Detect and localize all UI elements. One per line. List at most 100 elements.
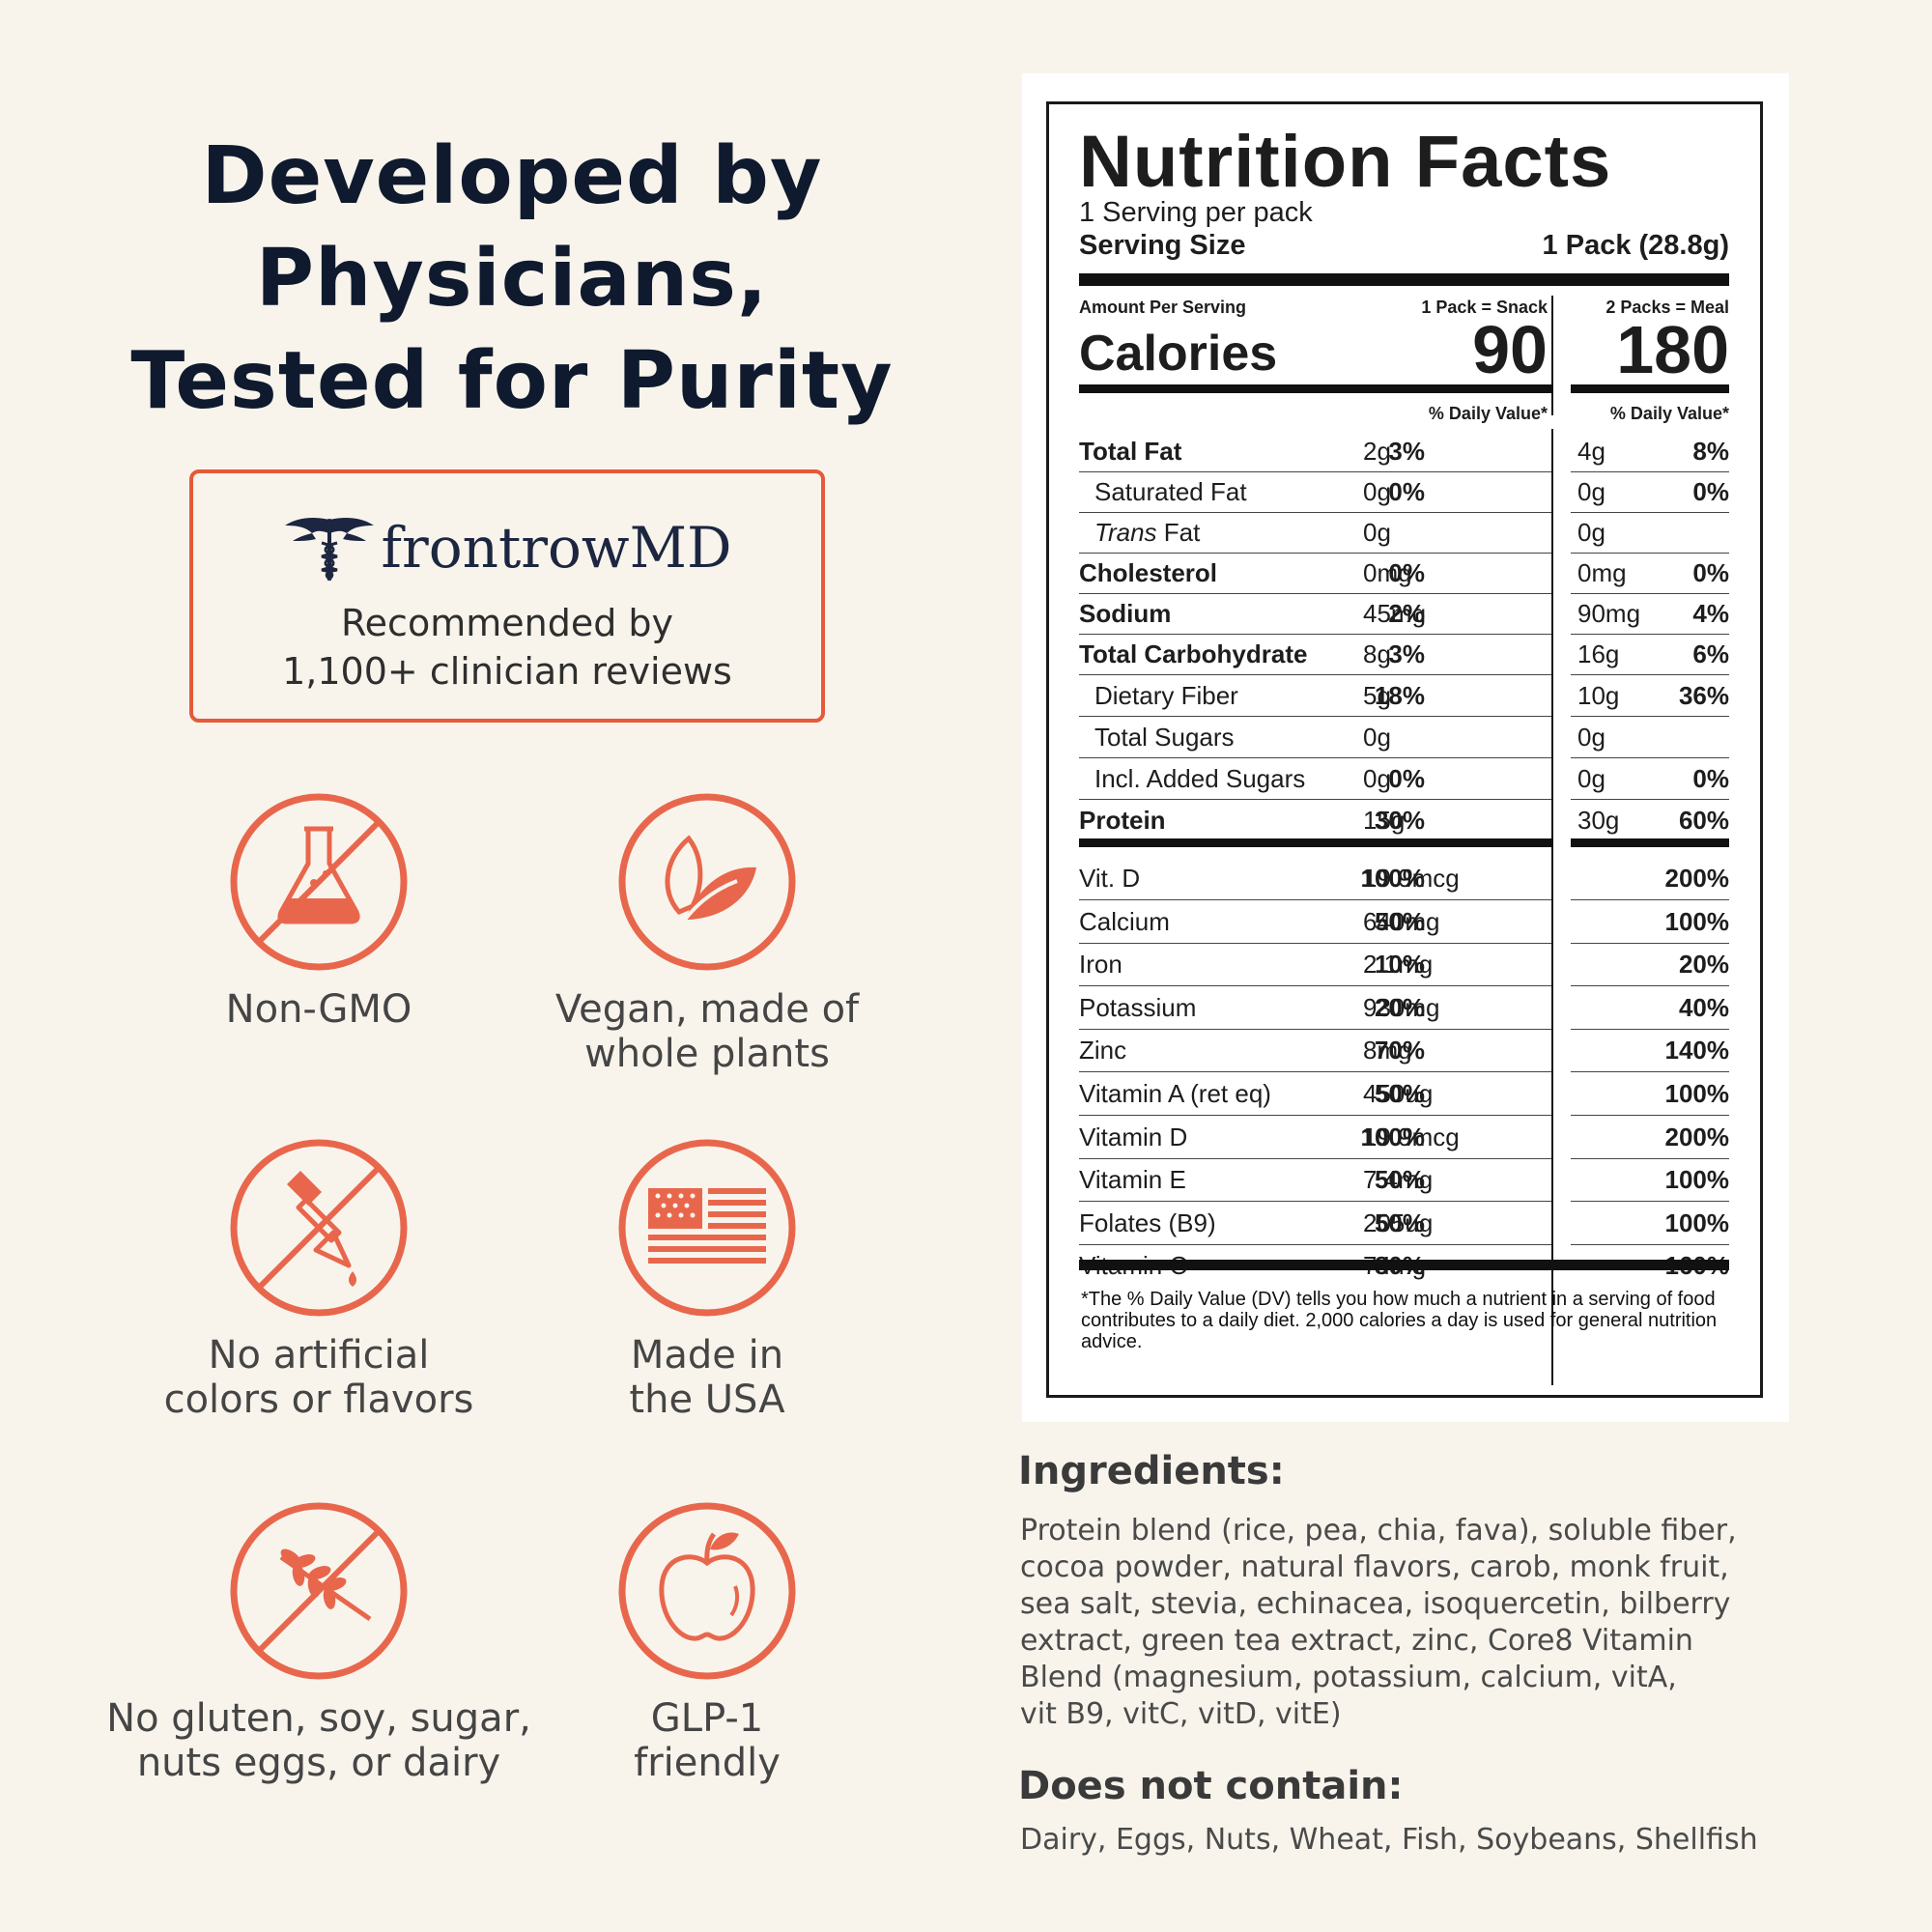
snack-daily-value: 20% [1374,992,1425,1022]
calorie-divider-2 [1571,384,1729,393]
meal-amount: 0g [1577,764,1605,793]
row-divider [1571,1115,1729,1116]
daily-value-footnote: *The % Daily Value (DV) tells you how mu… [1081,1289,1718,1352]
meal-amount: 0g [1577,518,1605,547]
nutrient-name: Incl. Added Sugars [1094,764,1306,793]
row-divider [1079,1201,1551,1203]
snack-amount: 5g [1363,681,1391,710]
snack-daily-value: 3% [1388,639,1425,668]
meal-daily-value: 100% [1664,1208,1730,1237]
row-divider [1079,1157,1551,1159]
serving-size-value: 1 Pack (28.8g) [1542,230,1729,261]
row-divider [1079,674,1551,675]
serving-size-label: Serving Size [1079,230,1246,261]
vitamin-row: Vitamin A (ret eq) 450ug 50% 100% [1079,1073,1729,1114]
ingredients-text: Protein blend (rice, pea, chia, fava), s… [1020,1514,1737,1731]
calories-meal: 180 [1616,312,1729,387]
meal-daily-value: 60% [1678,806,1729,835]
row-divider [1079,716,1551,717]
snack-daily-value: 18% [1374,681,1425,710]
snack-amount: 0g [1363,764,1391,793]
badge-no-artificial: No artificial colors or flavors [97,1136,541,1422]
snack-daily-value: 30% [1374,806,1425,835]
snack-daily-value: 0% [1388,764,1425,793]
row-divider [1571,634,1729,635]
snack-daily-value: 0% [1388,477,1425,506]
snack-amount: 45mg [1363,599,1427,628]
badge-label-line: GLP-1 [650,1696,764,1741]
nutrition-title: Nutrition Facts [1079,121,1612,203]
meal-amount: 90mg [1577,599,1641,628]
amount-per-serving: Amount Per Serving [1079,298,1247,317]
row-divider [1079,799,1551,800]
badge-non-gmo: Non-GMO [97,790,541,1032]
vitamin-name: Vit. D [1079,864,1141,893]
badge-vegan: Vegan, made of whole plants [485,790,929,1076]
snack-amount: 450ug [1363,1079,1434,1108]
meal-daily-value: 36% [1678,681,1729,710]
badge-label-line: the USA [629,1378,785,1422]
nutrient-row: Cholesterol 0mg 0% 0mg 0% [1079,553,1729,593]
meal-daily-value: 200% [1664,864,1730,893]
meal-daily-value: 40% [1678,992,1729,1022]
nutrient-row: Incl. Added Sugars 0g 0% 0g 0% [1079,758,1729,799]
nutrient-row: Total Fat 2g 3% 4g 8% [1079,431,1729,471]
row-divider [1079,593,1551,594]
row-divider [1571,1157,1729,1159]
snack-daily-value: 0% [1388,558,1425,587]
vitamin-row: Vitamin E 7.4mg 50% 100% [1079,1159,1729,1200]
endorsement-text: Recommended by 1,100+ clinician reviews [193,599,821,696]
meal-daily-value: 200% [1664,1122,1730,1151]
nutrient-row: Total Carbohydrate 8g 3% 16g 6% [1079,634,1729,674]
row-divider [1079,553,1551,554]
meal-amount: 4g [1577,437,1605,466]
vitamin-row: Calcium 640mg 50% 100% [1079,901,1729,942]
meal-amount: 10g [1577,681,1620,710]
row-divider [1571,799,1729,800]
snack-daily-value: 50% [1374,906,1425,936]
row-divider [1079,899,1551,900]
meal-daily-value: 100% [1664,1079,1730,1108]
vitamin-row: Vit. D 19.9mcg 100% 200% [1079,858,1729,898]
endorsement-box: frontrowMD Recommended by 1,100+ clinici… [189,469,825,723]
snack-daily-value: 100% [1360,864,1426,893]
snack-amount: 19.9mcg [1363,864,1460,893]
row-divider [1079,634,1551,635]
row-divider [1571,942,1729,944]
wheat-crossed-icon [230,1502,408,1680]
column-divider [1551,296,1553,415]
nutrient-row: Sodium 45mg 2% 90mg 4% [1079,593,1729,634]
badge-label-line: friendly [634,1741,781,1785]
col2-header: 2 Packs = Meal [1605,298,1729,317]
meal-daily-value: 100% [1664,906,1730,936]
servings-per-pack: 1 Serving per pack [1079,197,1313,228]
snack-amount: 8g [1363,639,1391,668]
vitamin-name: Iron [1079,950,1122,980]
dv-header-1: % Daily Value* [1428,404,1548,423]
badge-label: Made in the USA [485,1333,929,1422]
usa-flag-icon [618,1139,796,1317]
row-divider [1571,1201,1729,1203]
snack-daily-value: 50% [1374,1165,1425,1195]
snack-amount: 8mg [1363,1036,1412,1065]
badge-label-line: colors or flavors [163,1378,474,1422]
row-divider [1571,471,1729,472]
vitamin-row: Vitamin D 19.9mcg 100% 200% [1079,1117,1729,1157]
vitamin-name: Calcium [1079,906,1170,936]
row-divider [1079,471,1551,472]
snack-daily-value: 10% [1374,950,1425,980]
snack-daily-value: 100% [1360,1122,1426,1151]
brand-name: frontrowMD [381,515,732,581]
nutrient-name: Total Fat [1079,437,1182,466]
row-divider [1571,1071,1729,1073]
vitamin-name: Potassium [1079,992,1197,1022]
badge-label-line: No artificial [208,1333,430,1378]
vitamin-row: Folates (B9) 205ug 50% 100% [1079,1203,1729,1243]
brand-logo: frontrowMD [193,514,821,582]
snack-amount: 0g [1363,477,1391,506]
row-divider [1571,553,1729,554]
snack-amount: 7.4mg [1363,1165,1434,1195]
calorie-divider-1 [1079,384,1551,393]
snack-amount: 0g [1363,518,1391,547]
snack-amount: 15g [1363,806,1406,835]
